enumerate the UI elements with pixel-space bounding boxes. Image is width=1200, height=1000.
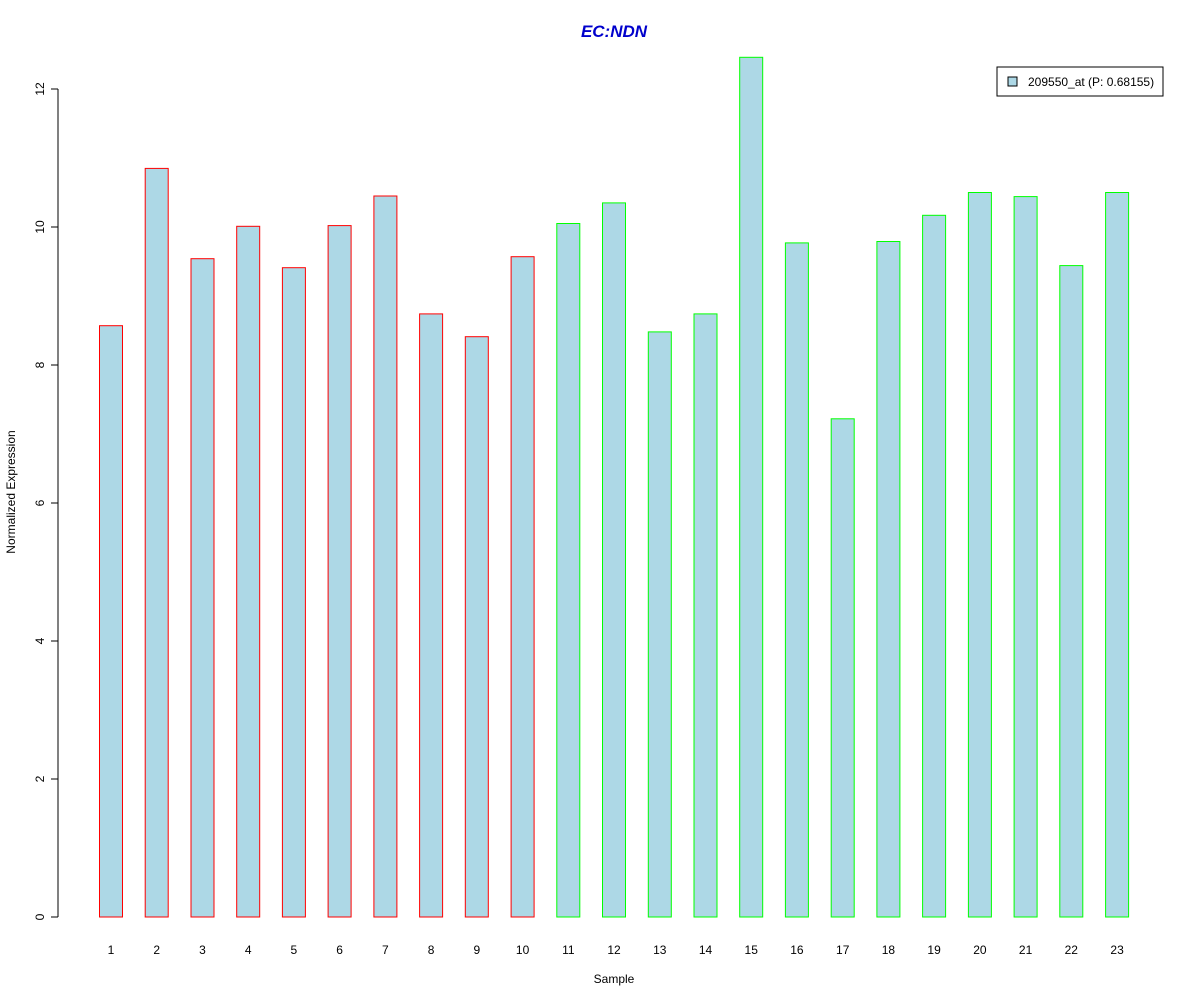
bar-sample-14 (693, 313, 718, 918)
x-tick-label: 23 (1110, 943, 1124, 957)
x-tick-label: 1 (108, 943, 115, 957)
bar-sample-16 (784, 242, 809, 918)
bar-sample-19 (922, 214, 947, 918)
bar-sample-3 (190, 258, 215, 918)
y-tick-label: 6 (33, 499, 47, 506)
legend-label: 209550_at (P: 0.68155) (1028, 75, 1154, 89)
x-tick-label: 10 (516, 943, 530, 957)
legend: 209550_at (P: 0.68155) (996, 66, 1164, 97)
x-tick-label: 19 (927, 943, 941, 957)
x-tick-label: 17 (836, 943, 850, 957)
bar-sample-4 (236, 225, 261, 918)
x-tick-label: 5 (291, 943, 298, 957)
y-tick-label: 10 (33, 220, 47, 234)
y-tick-label: 4 (33, 637, 47, 644)
legend-box (996, 66, 1164, 97)
x-axis-label: Sample (594, 972, 635, 986)
bar-sample-15 (739, 56, 764, 918)
y-tick-label: 2 (33, 775, 47, 782)
bar-sample-11 (556, 223, 581, 918)
x-tick-label: 16 (790, 943, 804, 957)
x-tick-label: 7 (382, 943, 389, 957)
bar-sample-21 (1013, 196, 1038, 918)
y-axis-label: Normalized Expression (4, 430, 18, 553)
x-tick-label: 6 (336, 943, 343, 957)
chart-title: EC:NDN (581, 22, 648, 41)
bar-sample-9 (464, 336, 489, 918)
bar-sample-12 (602, 202, 626, 918)
x-tick-labels: 1 2 3 4 5 6 7 8 9 10 11 12 13 14 15 16 17 18 19 20 21 22 23 (108, 943, 1124, 957)
bar-sample-8 (419, 313, 444, 918)
x-tick-label: 4 (245, 943, 252, 957)
bar-sample-6 (327, 225, 352, 918)
bar-sample-23 (1105, 192, 1130, 918)
bar-sample-18 (876, 241, 901, 918)
x-tick-label: 11 (562, 943, 575, 957)
bar-sample-2 (144, 167, 169, 918)
legend-swatch (1007, 76, 1018, 87)
x-tick-label: 18 (882, 943, 896, 957)
bar-sample-20 (967, 192, 992, 918)
x-tick-label: 13 (653, 943, 667, 957)
y-tick-label: 8 (33, 361, 47, 368)
x-tick-label: 20 (973, 943, 987, 957)
y-axis: 0 2 4 6 8 10 12 (33, 82, 59, 920)
y-tick-label: 0 (33, 913, 47, 920)
bar-sample-22 (1059, 265, 1084, 918)
bar-sample-13 (647, 331, 672, 918)
bars (99, 56, 1130, 918)
x-tick-label: 14 (699, 943, 713, 957)
x-tick-label: 22 (1065, 943, 1079, 957)
bar-sample-1 (99, 325, 123, 918)
x-tick-label: 2 (153, 943, 160, 957)
bar-sample-5 (281, 267, 306, 918)
x-tick-label: 15 (745, 943, 759, 957)
bar-sample-7 (373, 195, 398, 918)
x-tick-label: 12 (607, 943, 621, 957)
bar-sample-17 (830, 418, 855, 918)
x-tick-label: 21 (1019, 943, 1033, 957)
x-tick-label: 3 (199, 943, 206, 957)
x-tick-label: 8 (428, 943, 435, 957)
bar-sample-10 (510, 256, 535, 918)
x-tick-label: 9 (473, 943, 480, 957)
y-tick-label: 12 (33, 82, 47, 96)
